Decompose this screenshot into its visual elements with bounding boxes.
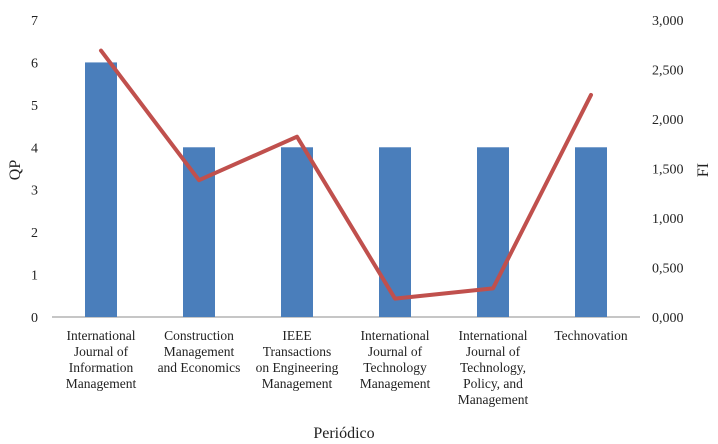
category-label: IEEE Transactions on Engineering Management (256, 328, 339, 391)
category-label: International Journal of Information Manage… (66, 328, 137, 391)
y2-axis-title: FI (695, 163, 712, 177)
y-tick-label: 3 (31, 184, 38, 199)
x-axis-title: Periódico (313, 425, 374, 442)
y-tick-label: 0 (31, 311, 38, 326)
right-axis-ticks: 0,000 0,500 1,000 1,500 2,000 2,500 3,000 (652, 14, 684, 326)
left-axis-ticks: 0 1 2 3 4 5 6 7 (31, 14, 38, 326)
category-label: International Journal of Technology, Policy… (458, 328, 529, 407)
category-labels: International Journal of Information Manage… (66, 328, 628, 407)
y-tick-label: 5 (31, 99, 38, 114)
category-label: Construction Management and Economics (158, 328, 241, 375)
y2-tick-label: 2,500 (652, 64, 684, 79)
y2-tick-label: 0,000 (652, 311, 684, 326)
category-label: Technovation (554, 328, 628, 343)
bar (281, 147, 313, 317)
bar (183, 147, 215, 317)
y-tick-label: 2 (31, 226, 38, 241)
bar (85, 62, 117, 317)
bar (379, 147, 411, 317)
line-series (99, 48, 593, 301)
fi-line (99, 48, 593, 301)
y-tick-label: 1 (31, 269, 38, 284)
y-axis-title: QP (7, 160, 24, 181)
category-label: International Journal of Technology Managem… (360, 328, 431, 391)
y2-tick-label: 1,000 (652, 212, 684, 227)
y2-tick-label: 3,000 (652, 14, 684, 29)
bar-series (85, 62, 607, 317)
y2-tick-label: 0,500 (652, 262, 684, 277)
bar (575, 147, 607, 317)
y-tick-label: 6 (31, 56, 38, 71)
y-tick-label: 7 (31, 14, 38, 29)
y2-tick-label: 2,000 (652, 113, 684, 128)
y2-tick-label: 1,500 (652, 163, 684, 178)
y-tick-label: 4 (31, 141, 38, 156)
